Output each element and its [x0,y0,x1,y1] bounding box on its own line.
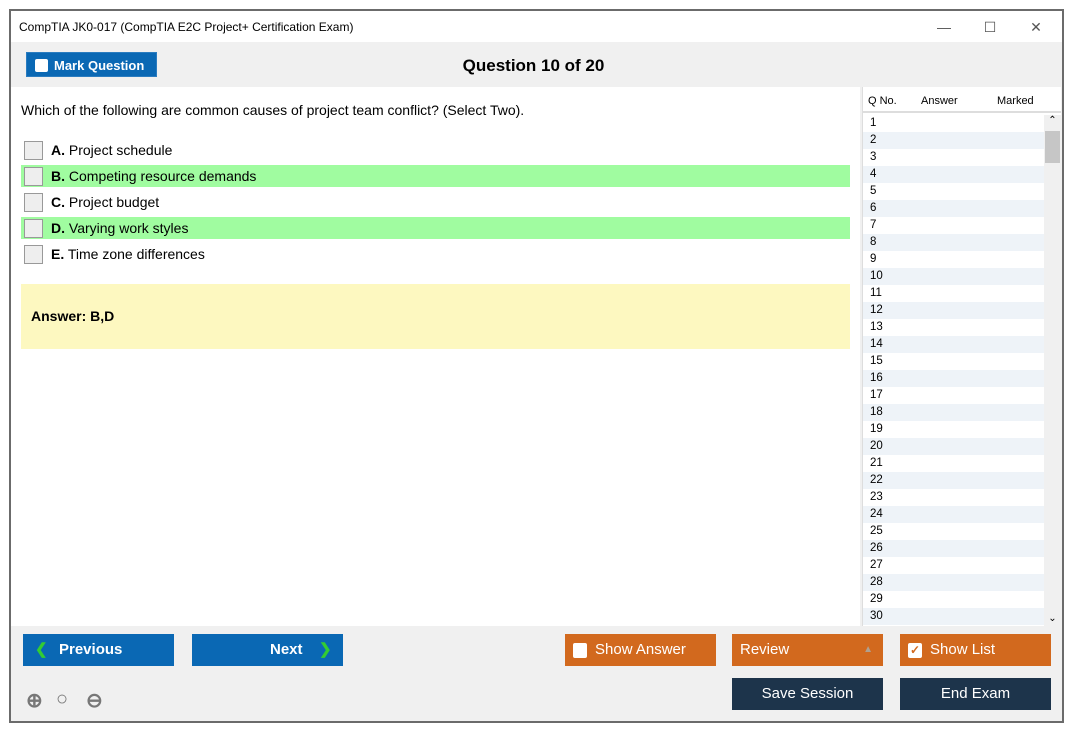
close-button[interactable]: ✕ [1030,19,1042,35]
show-list-button[interactable]: ✓ Show List [900,634,1051,666]
show-list-label: Show List [930,641,996,658]
option-checkbox[interactable] [24,219,43,238]
list-row[interactable]: 19 [870,423,883,435]
list-row[interactable]: 30 [863,608,1044,625]
previous-button[interactable]: ❮ Previous [23,634,174,666]
list-row[interactable]: 24 [863,506,1044,523]
option-checkbox[interactable] [24,193,43,212]
option-letter: C. [51,194,65,210]
option-d[interactable]: D. Varying work styles [21,217,850,239]
option-text: Competing resource demands [68,168,257,184]
end-exam-button[interactable]: End Exam [900,678,1051,710]
scrollbar-thumb[interactable] [1045,131,1060,163]
option-letter: B. [51,168,65,184]
mark-question-label: Mark Question [54,58,145,73]
zoom-reset-icon[interactable]: ○ [56,688,69,710]
scroll-down-icon[interactable]: ⌄ [1048,613,1057,624]
list-row[interactable]: 27 [870,559,883,571]
list-row[interactable]: 23 [870,491,883,503]
list-row[interactable]: 25 [870,525,883,537]
list-row[interactable]: 9 [870,253,877,265]
checkbox-checked-icon: ✓ [908,643,922,658]
checkbox-icon [573,643,587,658]
list-row[interactable]: 7 [870,219,877,231]
next-label: Next [270,641,303,658]
list-row[interactable]: 13 [870,321,883,333]
scrollbar[interactable]: ⌃ ⌄ [1044,115,1061,626]
maximize-button[interactable]: ☐ [983,19,997,35]
question-list: Q No. Answer Marked 1 2 3 4 5 6 7 8 9 10 11 12 13 14 1… [862,87,1061,626]
caret-up-icon: ▲ [863,644,873,655]
list-header: Q No. Answer Marked [863,87,1061,113]
option-c[interactable]: C. Project budget [21,191,850,213]
list-row[interactable]: 14 [863,336,1044,353]
show-answer-label: Show Answer [595,641,686,658]
option-b[interactable]: B. Competing resource demands [21,165,850,187]
option-text: Project schedule [68,142,173,158]
list-row[interactable]: 5 [870,185,877,197]
option-letter: E. [51,246,65,262]
option-checkbox[interactable] [24,141,43,160]
mark-question-button[interactable]: Mark Question [26,52,157,77]
list-row[interactable]: 22 [863,472,1044,489]
col-marked: Marked [997,95,1034,107]
previous-label: Previous [59,641,123,658]
list-row[interactable]: 18 [863,404,1044,421]
list-row[interactable]: 11 [870,287,882,299]
list-row[interactable]: 1 [870,117,877,129]
option-text: Varying work styles [68,220,189,236]
list-row[interactable]: 3 [870,151,877,163]
scroll-up-icon[interactable]: ⌃ [1048,115,1057,126]
list-row[interactable]: 2 [863,132,1044,149]
option-letter: D. [51,220,65,236]
next-button[interactable]: Next ❯ [192,634,343,666]
save-session-button[interactable]: Save Session [732,678,883,710]
list-row[interactable]: 20 [863,438,1044,455]
zoom-out-icon[interactable]: ⊖ [86,690,103,712]
col-qno: Q No. [868,95,897,107]
list-row[interactable]: 16 [863,370,1044,387]
window-title: CompTIA JK0-017 (CompTIA E2C Project+ Ce… [19,20,354,34]
list-row[interactable]: 12 [863,302,1044,319]
minimize-button[interactable]: — [937,19,951,35]
review-label: Review [740,641,790,658]
list-row[interactable]: 8 [863,234,1044,251]
zoom-in-icon[interactable]: ⊕ [26,690,43,712]
list-row[interactable]: 6 [863,200,1044,217]
question-panel: Which of the following are common causes… [11,87,860,626]
question-text: Which of the following are common causes… [21,102,525,118]
option-text: Time zone differences [67,246,205,262]
chevron-left-icon: ❮ [35,641,48,658]
option-e[interactable]: E. Time zone differences [21,243,850,265]
list-row[interactable]: 26 [863,540,1044,557]
col-answer: Answer [921,95,958,107]
list-row[interactable]: 29 [870,593,883,605]
question-counter: Question 10 of 20 [462,56,605,75]
answer-box: Answer: B,D [21,284,850,349]
option-text: Project budget [68,194,160,210]
title-bar: CompTIA JK0-017 (CompTIA E2C Project+ Ce… [11,11,1062,42]
option-checkbox[interactable] [24,167,43,186]
app-window: CompTIA JK0-017 (CompTIA E2C Project+ Ce… [9,9,1064,723]
list-row[interactable]: 4 [863,166,1044,183]
option-letter: A. [51,142,65,158]
review-dropdown[interactable]: Review ▲ [732,634,883,666]
toolbar: Mark Question Question 10 of 20 [11,42,1062,87]
list-row[interactable]: 28 [863,574,1044,591]
option-a[interactable]: A. Project schedule [21,139,850,161]
chevron-right-icon: ❯ [319,641,332,658]
option-checkbox[interactable] [24,245,43,264]
list-row[interactable]: 17 [870,389,883,401]
checkbox-icon [35,59,48,72]
list-row[interactable]: 10 [863,268,1044,285]
list-row[interactable]: 21 [870,457,883,469]
list-row[interactable]: 15 [870,355,883,367]
show-answer-button[interactable]: Show Answer [565,634,716,666]
